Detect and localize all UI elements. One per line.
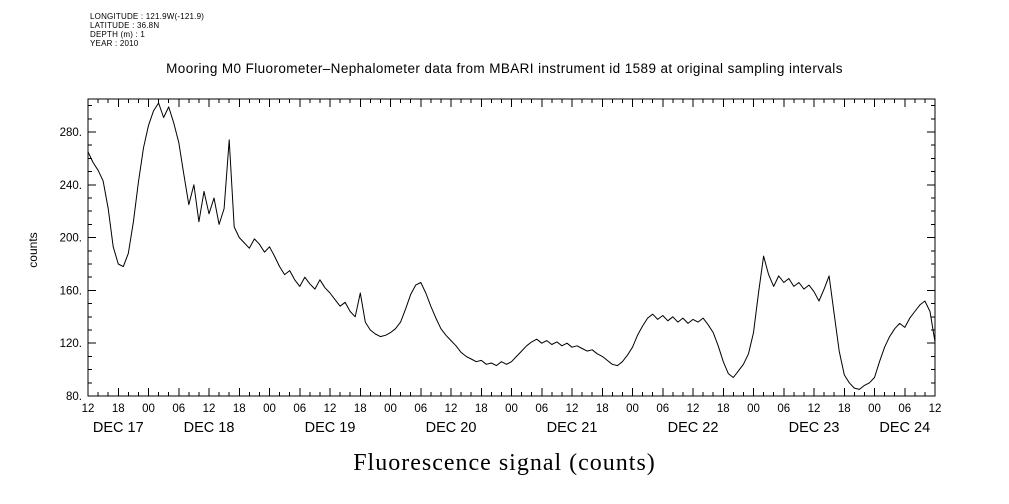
data-line [87, 102, 936, 390]
x-axis-date-label: DEC 24 [879, 420, 930, 436]
x-axis-hour-label: 00 [505, 403, 518, 415]
x-axis-hour-label: 12 [808, 403, 821, 415]
y-axis-tick-label: 240. [60, 180, 82, 192]
x-axis-hour-label: 18 [596, 403, 609, 415]
x-axis-hour-label: 06 [898, 403, 911, 415]
x-axis-hour-label: 12 [566, 403, 579, 415]
x-axis-hour-label: 06 [777, 403, 790, 415]
metadata-line-latitude: LATITUDE : 36.8N [90, 21, 160, 30]
y-axis-tick-label: 200. [60, 233, 82, 245]
metadata-block: LONGITUDE : 121.9W(-121.9) LATITUDE : 36… [90, 12, 204, 48]
x-axis-hour-label: 18 [112, 403, 125, 415]
y-axis-tick-label: 80. [66, 391, 82, 403]
x-axis-hour-label: 00 [263, 403, 276, 415]
x-axis-hour-label: 18 [717, 403, 730, 415]
y-axis-label: counts [26, 232, 40, 267]
metadata-line-depth: DEPTH (m) : 1 [90, 30, 146, 39]
x-axis-hour-label: 06 [656, 403, 669, 415]
metadata-line-longitude: LONGITUDE : 121.9W(-121.9) [90, 12, 205, 21]
x-axis-hour-label: 00 [868, 403, 881, 415]
x-axis-hour-label: 18 [233, 403, 246, 415]
x-axis-hour-label: 12 [324, 403, 337, 415]
x-axis-caption: Fluorescence signal (counts) [353, 450, 656, 476]
x-axis-hour-label: 00 [626, 403, 639, 415]
x-axis-hour-label: 18 [475, 403, 488, 415]
x-axis-date-label: DEC 22 [668, 420, 719, 436]
x-axis-hour-label: 06 [535, 403, 548, 415]
x-axis-hour-label: 06 [293, 403, 306, 415]
x-axis-hour-label: 12 [82, 403, 95, 415]
chart-title: Mooring M0 Fluorometer–Nephalometer data… [166, 61, 843, 76]
x-axis-hour-label: 12 [687, 403, 700, 415]
x-axis-hour-label: 12 [929, 403, 942, 415]
x-axis-date-label: DEC 20 [426, 420, 477, 436]
y-axis-tick-label: 160. [60, 285, 82, 297]
x-axis-hour-label: 00 [747, 403, 760, 415]
x-axis-hour-label: 06 [172, 403, 185, 415]
x-axis-hour-label: 06 [414, 403, 427, 415]
x-axis-date-label: DEC 21 [547, 420, 598, 436]
metadata-line-year: YEAR : 2010 [90, 39, 139, 48]
x-axis-hour-label: 12 [445, 403, 458, 415]
y-axis-tick-label: 120. [60, 338, 82, 350]
x-axis-date-label: DEC 18 [184, 420, 235, 436]
x-axis-date-label: DEC 19 [305, 420, 356, 436]
x-axis-hour-label: 18 [838, 403, 851, 415]
x-axis-hour-label: 18 [354, 403, 367, 415]
y-axis-tick-label: 280. [60, 127, 82, 139]
axis-box [87, 98, 936, 397]
x-axis-hour-label: 12 [203, 403, 216, 415]
x-axis-date-label: DEC 23 [789, 420, 840, 436]
x-axis-date-label: DEC 17 [93, 420, 144, 436]
x-axis-hour-label: 00 [384, 403, 397, 415]
x-axis-hour-label: 00 [142, 403, 155, 415]
